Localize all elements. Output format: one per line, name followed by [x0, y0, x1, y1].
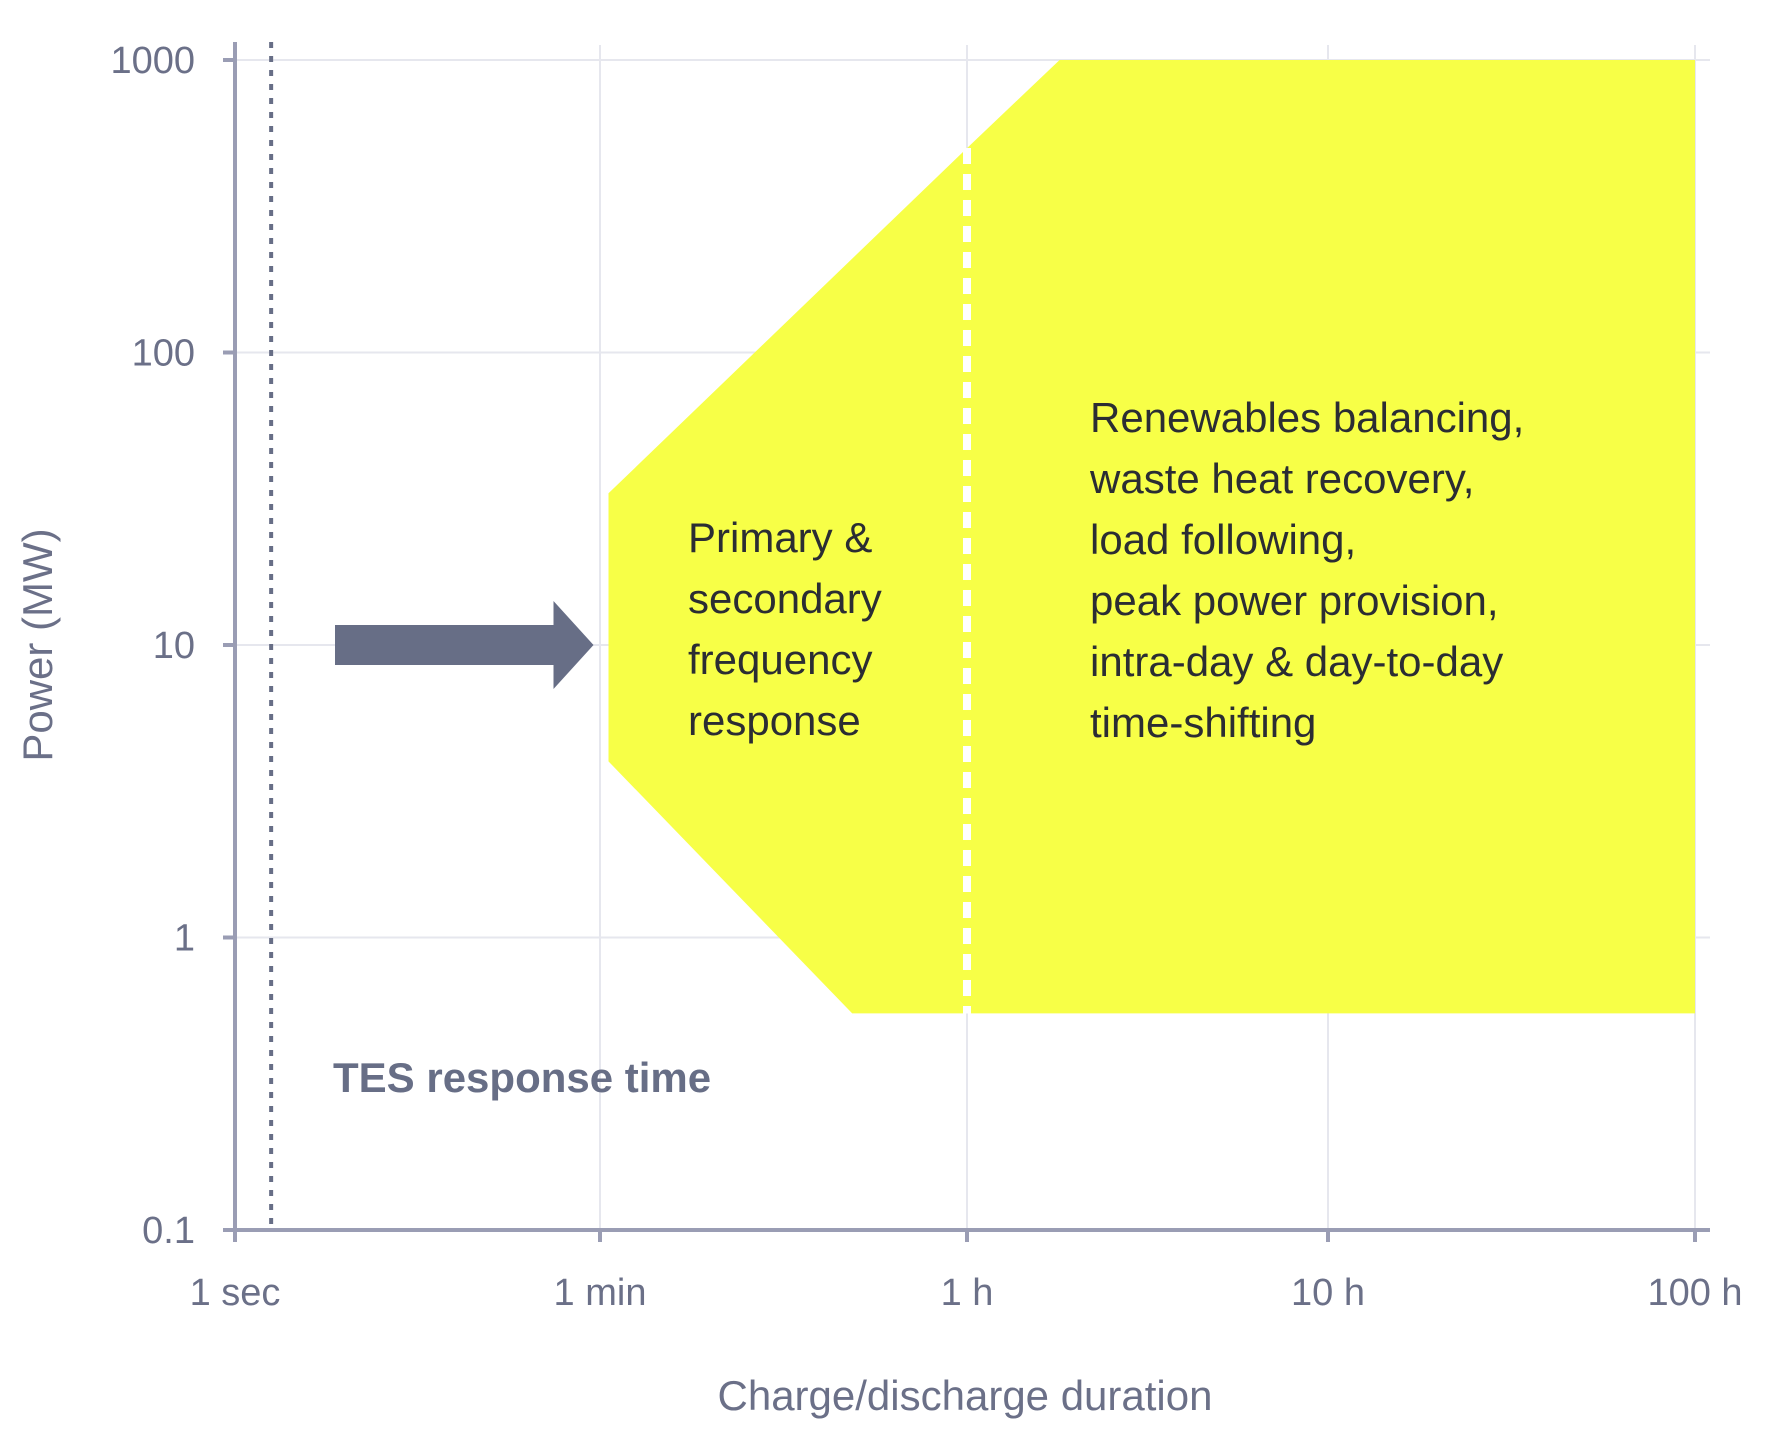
long-duration-label: peak power provision, — [1090, 577, 1499, 624]
frequency-response-label: Primary & — [688, 514, 872, 561]
x-tick-label: 1 h — [941, 1272, 994, 1314]
x-tick-label: 10 h — [1291, 1272, 1365, 1314]
y-tick-label: 100 — [132, 333, 195, 375]
x-axis-title: Charge/discharge duration — [718, 1372, 1213, 1419]
frequency-response-label: frequency — [688, 636, 872, 683]
application-region — [608, 60, 1695, 1014]
x-tick-label: 100 h — [1647, 1272, 1742, 1314]
y-tick-label: 1000 — [110, 40, 195, 82]
region-layer — [608, 60, 1695, 1014]
annotations: TES response time Primary & secondary frequ… — [333, 394, 1524, 1101]
tick-labels: 0.1 1 10 100 1000 1 sec 1 min 1 h 10 h 100 h Charg… — [14, 40, 1743, 1419]
long-duration-label: load following, — [1090, 516, 1356, 563]
y-tick-label: 1 — [174, 918, 195, 960]
response-time-label: TES response time — [333, 1054, 711, 1101]
x-tick-label: 1 min — [554, 1272, 647, 1314]
y-tick-label: 0.1 — [142, 1210, 195, 1252]
frequency-response-label: response — [688, 697, 861, 744]
frequency-response-label: secondary — [688, 575, 882, 622]
long-duration-label: Renewables balancing, — [1090, 394, 1524, 441]
long-duration-label: intra-day & day-to-day — [1090, 638, 1503, 685]
y-tick-label: 10 — [153, 625, 195, 667]
response-arrow — [335, 601, 594, 689]
long-duration-label: waste heat recovery, — [1089, 455, 1474, 502]
y-axis-title: Power (MW) — [14, 528, 61, 761]
x-tick-label: 1 sec — [190, 1272, 281, 1314]
long-duration-label: time-shifting — [1090, 699, 1316, 746]
